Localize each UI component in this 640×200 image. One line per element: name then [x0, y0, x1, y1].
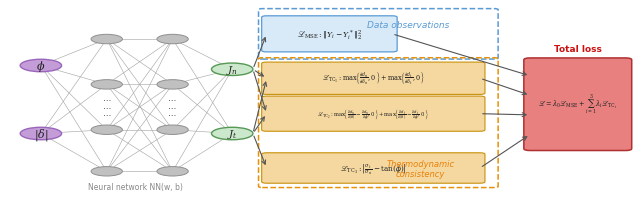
FancyBboxPatch shape: [262, 97, 485, 132]
Circle shape: [91, 167, 122, 176]
Circle shape: [157, 167, 188, 176]
Text: $J_n$: $J_n$: [226, 63, 238, 76]
Text: ⋯: ⋯: [102, 111, 111, 120]
Text: $|\delta|$: $|\delta|$: [33, 126, 48, 142]
Text: Data observations: Data observations: [367, 21, 449, 30]
Circle shape: [20, 60, 61, 72]
Text: ⋯: ⋯: [102, 96, 111, 104]
Circle shape: [157, 35, 188, 45]
Text: Total loss: Total loss: [554, 45, 602, 54]
Circle shape: [157, 125, 188, 135]
Circle shape: [211, 64, 253, 76]
Circle shape: [157, 80, 188, 90]
Circle shape: [91, 125, 122, 135]
FancyBboxPatch shape: [262, 153, 485, 183]
Text: $\mathscr{L}=\lambda_0\mathscr{L}_{\mathrm{MSE}}+\sum_{i=1}^{3}\lambda_i\mathscr: $\mathscr{L}=\lambda_0\mathscr{L}_{\math…: [538, 93, 618, 117]
Text: $\mathscr{L}_{\mathrm{MSE}}:\|Y_i - Y_i^*\|_2^2$: $\mathscr{L}_{\mathrm{MSE}}:\|Y_i - Y_i^…: [297, 28, 362, 41]
Text: ⋯: ⋯: [168, 96, 177, 104]
Circle shape: [211, 128, 253, 140]
Text: $\phi$: $\phi$: [36, 59, 45, 74]
Text: $\mathscr{L}_{\mathrm{TC}_3}:\left|\frac{\sigma_t}{\sigma_n}-\tan(\phi)\right|$: $\mathscr{L}_{\mathrm{TC}_3}:\left|\frac…: [340, 161, 406, 175]
FancyBboxPatch shape: [262, 17, 397, 53]
Text: ⋯: ⋯: [168, 103, 177, 112]
Circle shape: [20, 128, 61, 140]
Text: $\mathscr{L}_{\mathrm{TC}_1}:\max\!\left\{\frac{\partial d_n}{\partial \delta_n}: $\mathscr{L}_{\mathrm{TC}_1}:\max\!\left…: [322, 71, 425, 87]
Circle shape: [91, 80, 122, 90]
Text: ⋯: ⋯: [102, 103, 111, 112]
Text: ⋯: ⋯: [168, 111, 177, 120]
Text: $\mathscr{L}_{\mathrm{TC}_2}:\max\!\left\{\frac{\partial d_n}{\partial|\delta|}-: $\mathscr{L}_{\mathrm{TC}_2}:\max\!\left…: [317, 107, 429, 121]
Text: Thermodynamic
consistency: Thermodynamic consistency: [387, 159, 454, 178]
FancyBboxPatch shape: [524, 59, 632, 151]
FancyBboxPatch shape: [262, 63, 485, 95]
Circle shape: [91, 35, 122, 45]
Text: Neural network NN(w, b): Neural network NN(w, b): [88, 182, 182, 191]
Text: $J_t$: $J_t$: [227, 127, 237, 140]
